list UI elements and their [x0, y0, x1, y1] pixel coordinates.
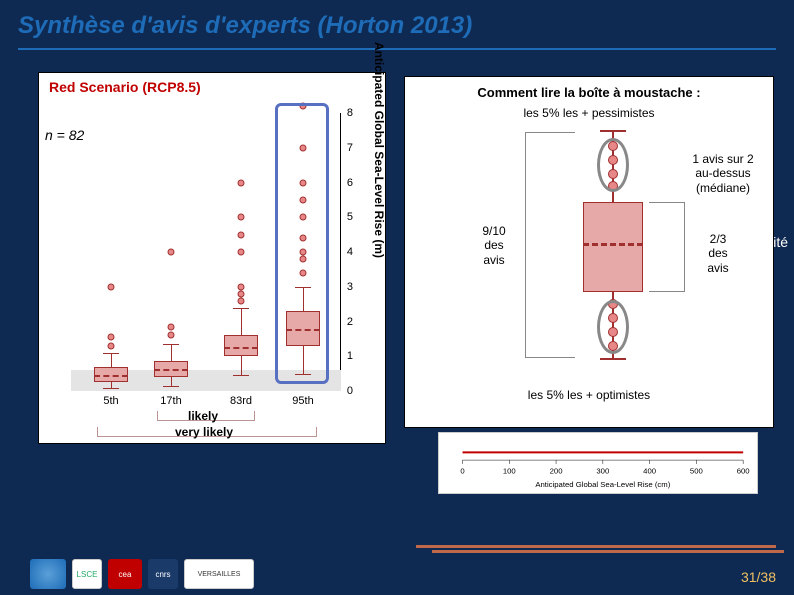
whisker: [111, 353, 112, 367]
ellipse-marker: [597, 138, 629, 192]
whisker-cap: [163, 386, 179, 387]
outlier-dot: [108, 283, 115, 290]
brace-9-10: [525, 132, 575, 358]
whisker-cap: [163, 344, 179, 345]
y-tick: 1: [347, 350, 353, 362]
logo-lsce: LSCE: [72, 559, 102, 589]
strip-chart-svg: 0 100 200 300 400 500 600 Anticipated Global S…: [439, 433, 757, 493]
whisker: [241, 308, 242, 336]
diagram-box: [583, 202, 643, 292]
y-tick: 0: [347, 385, 353, 397]
outlier-dot: [108, 342, 115, 349]
very-likely-label: very likely: [175, 425, 233, 439]
strip-tick-label: 400: [643, 467, 656, 476]
y-tick: 7: [347, 142, 353, 154]
top-pessimist-label: les 5% les + pessimistes: [413, 106, 765, 120]
strip-tick-label: 300: [596, 467, 609, 476]
x-category: 95th: [292, 395, 313, 407]
outlier-dot: [238, 297, 245, 304]
left-brace-label: 9/10desavis: [469, 224, 519, 267]
strip-chart: 0 100 200 300 400 500 600 Anticipated Global S…: [438, 432, 758, 494]
outlier-dot: [168, 323, 175, 330]
boxplot-box: [224, 335, 258, 356]
median-line: [224, 347, 258, 349]
diagram-cap: [600, 358, 626, 360]
strip-tick-label: 600: [737, 467, 750, 476]
outlier-dot: [238, 283, 245, 290]
strip-tick-label: 0: [460, 467, 464, 476]
strip-ticks: 0 100 200 300 400 500 600: [460, 460, 749, 476]
y-tick: 3: [347, 281, 353, 293]
y-tick: 2: [347, 316, 353, 328]
whisker-cap: [233, 375, 249, 376]
left-chart-ylabel: Anticipated Global Sea-Level Rise (m): [372, 42, 386, 258]
outlier-dot: [238, 290, 245, 297]
page-number: 31/38: [741, 569, 776, 585]
boxplot-diagram: 1 avis sur 2au-dessus(médiane)9/10desavi…: [413, 124, 765, 384]
strip-xlabel: Anticipated Global Sea-Level Rise (cm): [535, 480, 670, 489]
logo-cnrs: cnrs: [148, 559, 178, 589]
strip-tick-label: 100: [503, 467, 516, 476]
boxplot-box: [154, 361, 188, 377]
above-median-label: 1 avis sur 2au-dessus(médiane): [673, 152, 773, 195]
median-line: [94, 375, 128, 377]
logo-versailles: VERSAILLES: [184, 559, 254, 589]
left-chart-plot: 0123456785th17th83rd95thlikelyvery likel…: [71, 113, 341, 391]
title-underline: [18, 48, 776, 50]
outlier-dot: [168, 332, 175, 339]
median-line: [154, 369, 188, 371]
right-panel: Comment lire la boîte à moustache : les …: [404, 76, 774, 428]
outlier-dot: [108, 334, 115, 341]
y-tick: 4: [347, 246, 353, 258]
highlight-rect: [275, 103, 329, 384]
brace-2-3: [649, 202, 685, 292]
y-tick: 5: [347, 211, 353, 223]
slide-title: Synthèse d'avis d'experts (Horton 2013): [0, 0, 794, 48]
logo-cea: cea: [108, 559, 142, 589]
footer-accent-bar: [416, 545, 776, 551]
footer: LSCE cea cnrs VERSAILLES 31/38: [0, 543, 794, 595]
whisker-cap: [233, 308, 249, 309]
whisker-cap: [103, 353, 119, 354]
bottom-optimist-label: les 5% les + optimistes: [413, 388, 765, 402]
whisker-cap: [103, 388, 119, 389]
x-category: 5th: [103, 395, 118, 407]
whisker: [171, 377, 172, 386]
x-category: 83rd: [230, 395, 252, 407]
outlier-dot: [238, 179, 245, 186]
strip-tick-label: 200: [550, 467, 563, 476]
y-tick: 6: [347, 177, 353, 189]
x-category: 17th: [160, 395, 181, 407]
outlier-dot: [168, 249, 175, 256]
left-chart-title: Red Scenario (RCP8.5): [49, 79, 201, 95]
left-chart-panel: Red Scenario (RCP8.5) n = 82 Anticipated…: [38, 72, 386, 444]
outlier-dot: [238, 231, 245, 238]
outlier-dot: [238, 249, 245, 256]
ellipse-marker: [597, 300, 629, 354]
logo-strip: LSCE cea cnrs VERSAILLES: [30, 559, 254, 589]
outlier-dot: [238, 214, 245, 221]
y-axis-line: [340, 113, 341, 391]
likely-label: likely: [188, 409, 218, 423]
strip-tick-label: 500: [690, 467, 703, 476]
diagram-cap: [600, 130, 626, 132]
whisker: [171, 344, 172, 361]
boxplot-box: [94, 367, 128, 383]
right-panel-title: Comment lire la boîte à moustache :: [413, 85, 765, 100]
whisker: [241, 356, 242, 375]
logo-ipsl: [30, 559, 66, 589]
diagram-median: [583, 243, 643, 246]
right-brace-label: 2/3desavis: [693, 232, 743, 275]
y-tick: 8: [347, 107, 353, 119]
